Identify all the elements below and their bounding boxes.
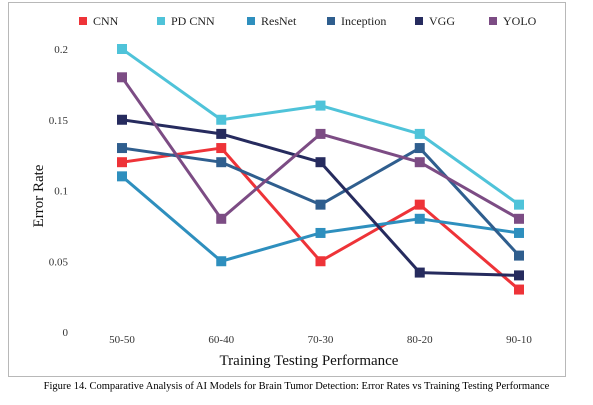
data-point-cnn xyxy=(216,143,227,154)
data-point-pd-cnn xyxy=(414,128,425,139)
data-point-cnn xyxy=(117,157,127,168)
data-point-yolo xyxy=(315,128,326,139)
legend-label-inception: Inception xyxy=(341,14,386,28)
series-cnn xyxy=(117,143,524,295)
series-line-yolo xyxy=(120,76,520,221)
series-lines xyxy=(117,44,524,295)
legend-swatch-vgg xyxy=(415,17,423,25)
data-point-resnet xyxy=(514,227,524,238)
data-point-resnet xyxy=(216,256,227,267)
legend-item-vgg: VGG xyxy=(415,14,455,28)
data-point-pd-cnn xyxy=(514,199,524,210)
data-point-inception xyxy=(216,157,227,168)
data-point-yolo xyxy=(117,72,127,83)
data-point-vgg xyxy=(117,114,127,125)
y-tick-label: 0.2 xyxy=(54,44,68,56)
y-tick-label: 0 xyxy=(63,327,69,339)
legend-label-yolo: YOLO xyxy=(503,14,537,28)
x-tick-label: 60-40 xyxy=(208,334,234,346)
y-axis-title: Error Rate xyxy=(31,164,47,227)
legend-label-resnet: ResNet xyxy=(261,14,297,28)
legend-item-resnet: ResNet xyxy=(247,14,297,28)
data-point-yolo xyxy=(414,157,425,168)
legend-item-cnn: CNN xyxy=(79,14,119,28)
x-axis-title: Training Testing Performance xyxy=(220,353,399,369)
legend-swatch-yolo xyxy=(489,17,497,25)
series-pd-cnn xyxy=(117,44,524,210)
data-point-vgg xyxy=(514,270,524,281)
data-point-cnn xyxy=(514,284,524,295)
y-tick-label: 0.1 xyxy=(54,186,68,198)
line-chart: CNN PD CNN ResNet Inception VGG YOLO 0 0.05 0.1… xyxy=(31,14,537,369)
data-point-pd-cnn xyxy=(216,114,227,125)
x-tick-label: 80-20 xyxy=(407,334,433,346)
legend-swatch-cnn xyxy=(79,17,87,25)
data-point-inception xyxy=(315,199,326,210)
series-inception xyxy=(117,143,524,261)
figure-caption: Figure 14. Comparative Analysis of AI Mo… xyxy=(43,381,550,392)
data-point-vgg xyxy=(216,128,227,139)
data-point-inception xyxy=(514,250,524,261)
data-point-pd-cnn xyxy=(315,100,326,111)
series-yolo xyxy=(117,72,524,224)
x-tick-label: 70-30 xyxy=(308,334,334,346)
chart-frame: CNN PD CNN ResNet Inception VGG YOLO 0 0.05 0.1… xyxy=(8,2,566,377)
x-tick-label: 90-10 xyxy=(506,334,532,346)
legend-swatch-inception xyxy=(327,17,335,25)
series-line-cnn xyxy=(121,146,520,291)
legend-label-cnn: CNN xyxy=(93,14,119,28)
series-resnet xyxy=(117,171,524,267)
y-tick-label: 0.05 xyxy=(49,256,69,268)
data-point-vgg xyxy=(315,157,326,168)
legend-label-vgg: VGG xyxy=(429,14,455,28)
x-tick-label: 50-50 xyxy=(109,334,135,346)
data-point-cnn xyxy=(414,199,425,210)
series-line-vgg xyxy=(121,118,520,277)
y-tick-label: 0.15 xyxy=(49,115,69,127)
legend-swatch-resnet xyxy=(247,17,255,25)
legend-swatch-pd-cnn xyxy=(157,17,165,25)
legend: CNN PD CNN ResNet Inception VGG YOLO xyxy=(79,14,537,28)
data-point-inception xyxy=(414,143,425,154)
data-point-resnet xyxy=(315,227,326,238)
data-point-vgg xyxy=(414,267,425,278)
series-vgg xyxy=(117,114,524,281)
legend-item-pd-cnn: PD CNN xyxy=(157,14,215,28)
data-point-resnet xyxy=(414,213,425,224)
legend-item-inception: Inception xyxy=(327,14,386,28)
data-point-yolo xyxy=(514,213,524,224)
data-point-cnn xyxy=(315,256,326,267)
data-point-pd-cnn xyxy=(117,44,127,54)
legend-label-pd-cnn: PD CNN xyxy=(171,14,215,28)
legend-item-yolo: YOLO xyxy=(489,14,537,28)
data-point-resnet xyxy=(117,171,127,182)
data-point-yolo xyxy=(216,213,227,224)
axes: 0 0.05 0.1 0.15 0.2 50-50 60-40 70-30 80-20 90-10 xyxy=(49,44,533,346)
data-point-inception xyxy=(117,143,127,154)
